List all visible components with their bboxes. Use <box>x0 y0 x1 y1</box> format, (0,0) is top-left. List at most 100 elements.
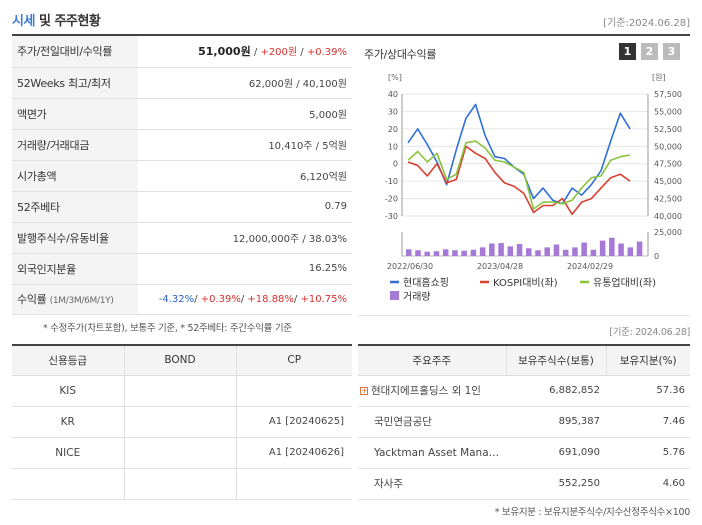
right-axis-unit: [원] <box>652 73 666 82</box>
left-tick-label: 20 <box>388 125 398 134</box>
col-header-bond: BOND <box>123 344 236 376</box>
stats-label: 수익률 (1M/3M/6M/1Y) <box>12 284 138 315</box>
section-title: 시세 및 주주현황 <box>12 14 101 29</box>
chart-tab-3[interactable]: 3 <box>663 43 680 60</box>
rating-agency: NICE <box>12 437 124 469</box>
stats-row-returns: 수익률 (1M/3M/6M/1Y) -4.32%/ +0.39%/ +18.88… <box>12 284 352 315</box>
volume-bar <box>498 243 504 256</box>
rating-agency <box>12 468 124 500</box>
table-row: KR A1 [20240625] <box>12 406 352 438</box>
volume-bar <box>581 242 587 256</box>
rating-agency: KR <box>12 406 124 438</box>
holder-name: Yacktman Asset Mana… <box>358 437 506 469</box>
volume-bar <box>415 250 421 256</box>
volume-bar <box>470 249 477 256</box>
stats-label: 외국인지분율 <box>12 253 138 285</box>
cp-rating: A1 [20240625] <box>235 406 352 438</box>
right-tick-label: 57,500 <box>654 90 682 99</box>
table-row: NICE A1 [20240626] <box>12 437 352 469</box>
right-tick-label: 47,500 <box>654 160 682 169</box>
chart-panel: 주가/상대수익률 1 2 3 [%] [원] 40 57,500 30 55,000 20 5… <box>358 36 690 316</box>
legend-label: KOSPI대비(좌) <box>493 277 558 289</box>
stats-value: 5,000원 <box>138 98 352 130</box>
holder-shares: 6,882,852 <box>506 375 606 407</box>
expand-plus-icon[interactable]: + <box>360 386 368 395</box>
volume-bar <box>562 249 569 256</box>
left-axis-unit: [%] <box>388 73 402 82</box>
left-tick-label: -30 <box>385 212 398 221</box>
table-row: 자사주 552,250 4.60 <box>358 468 690 500</box>
right-tick-label: 52,500 <box>654 125 682 134</box>
footnote-shareholding: * 보유지분 : 보유지분주식수/지수산정주식수×100 <box>494 507 691 518</box>
header-divider <box>12 34 690 36</box>
right-tick-label: 40,000 <box>654 212 682 221</box>
volume-tick-label: 0 <box>654 252 659 261</box>
chart-title: 주가/상대수익률 <box>364 48 437 61</box>
table-row: Yacktman Asset Mana… 691,090 5.76 <box>358 437 690 469</box>
chart-tab-2[interactable]: 2 <box>641 43 658 60</box>
bond-rating <box>123 468 236 500</box>
footnote-basedate: [기준: 2024.06.28] <box>609 327 690 338</box>
volume-bar <box>544 247 550 256</box>
right-tick-label: 55,000 <box>654 107 682 116</box>
shareholders-table: 주요주주 보유주식수(보통) 보유지분(%) + 현대지에프홀딩스 외 1인 6,… <box>358 344 690 500</box>
stats-value: -4.32%/ +0.39%/ +18.88%/ +10.75% <box>138 284 352 315</box>
series-line <box>407 145 631 216</box>
holder-pct: 4.60 <box>606 468 690 500</box>
col-header-holder: 주요주주 <box>358 344 506 376</box>
chart-tabs: 1 2 3 <box>619 43 680 60</box>
x-tick-label: 2022/06/30 <box>387 262 433 271</box>
volume-bar <box>627 247 634 256</box>
volume-bar <box>618 243 624 256</box>
holder-shares: 552,250 <box>506 468 606 500</box>
base-date: [기준:2024.06.28] <box>603 18 690 29</box>
stats-row-mktcap: 시가총액 6,120억원 <box>12 160 352 192</box>
x-tick-label: 2023/04/28 <box>477 262 523 271</box>
stats-row-shares: 발행주식수/유동비율 12,000,000주 / 38.03% <box>12 222 352 254</box>
price-stats-table: 주가/전일대비/수익률 51,000원 / +200원 / +0.39% 52W… <box>12 36 352 315</box>
legend-label: 거래량 <box>403 291 431 303</box>
volume-tick-label: 25,000 <box>654 228 682 237</box>
stats-row-price: 주가/전일대비/수익률 51,000원 / +200원 / +0.39% <box>12 36 352 68</box>
holder-pct: 5.76 <box>606 437 690 469</box>
table-row <box>12 468 352 500</box>
stats-value: 62,000원 / 40,100원 <box>138 67 352 99</box>
stats-row-par: 액면가 5,000원 <box>12 98 352 130</box>
right-tick-label: 42,500 <box>654 195 682 204</box>
table-row: + 현대지에프홀딩스 외 1인 6,882,852 57.36 <box>358 375 690 407</box>
table-row: KIS <box>12 375 352 407</box>
stats-label: 발행주식수/유동비율 <box>12 222 138 254</box>
holder-name: 자사주 <box>358 468 506 500</box>
holder-pct: 7.46 <box>606 406 690 438</box>
legend-swatch <box>390 291 399 300</box>
section-header: 시세 및 주주현황 [기준:2024.06.28] <box>12 10 690 32</box>
stats-value: 12,000,000주 / 38.03% <box>138 222 352 254</box>
volume-bar <box>599 240 606 256</box>
volume-bar <box>489 243 495 256</box>
volume-bar <box>526 248 532 256</box>
chart-tab-1[interactable]: 1 <box>619 43 636 60</box>
holder-name[interactable]: + 현대지에프홀딩스 외 1인 <box>358 375 506 407</box>
volume-bar <box>590 249 597 256</box>
col-header-rating: 신용등급 <box>12 344 124 376</box>
x-tick-label: 2024/02/29 <box>567 262 613 271</box>
holder-name: 국민연금공단 <box>358 406 506 438</box>
legend-label: 현대홈쇼핑 <box>403 276 449 289</box>
bond-rating <box>123 406 236 438</box>
right-tick-label: 45,000 <box>654 177 682 186</box>
volume-bar <box>535 250 541 256</box>
stats-value: 16.25% <box>138 253 352 285</box>
stats-label: 시가총액 <box>12 160 138 192</box>
col-header-shares: 보유주식수(보통) <box>505 344 606 376</box>
volume-bar <box>553 244 560 256</box>
holder-pct: 57.36 <box>606 375 690 407</box>
footnote-stats: * 수정주가(차트포함), 보통주 기준, * 52주베타: 주간수익률 기준 <box>43 323 292 334</box>
left-tick-label: 0 <box>393 160 398 169</box>
volume-bar <box>507 246 514 256</box>
volume-bar <box>516 244 523 256</box>
left-tick-label: 10 <box>388 142 398 151</box>
volume-bar <box>452 250 458 256</box>
table-row: 국민연금공단 895,387 7.46 <box>358 406 690 438</box>
series-line <box>407 140 631 210</box>
volume-bar <box>636 241 643 256</box>
